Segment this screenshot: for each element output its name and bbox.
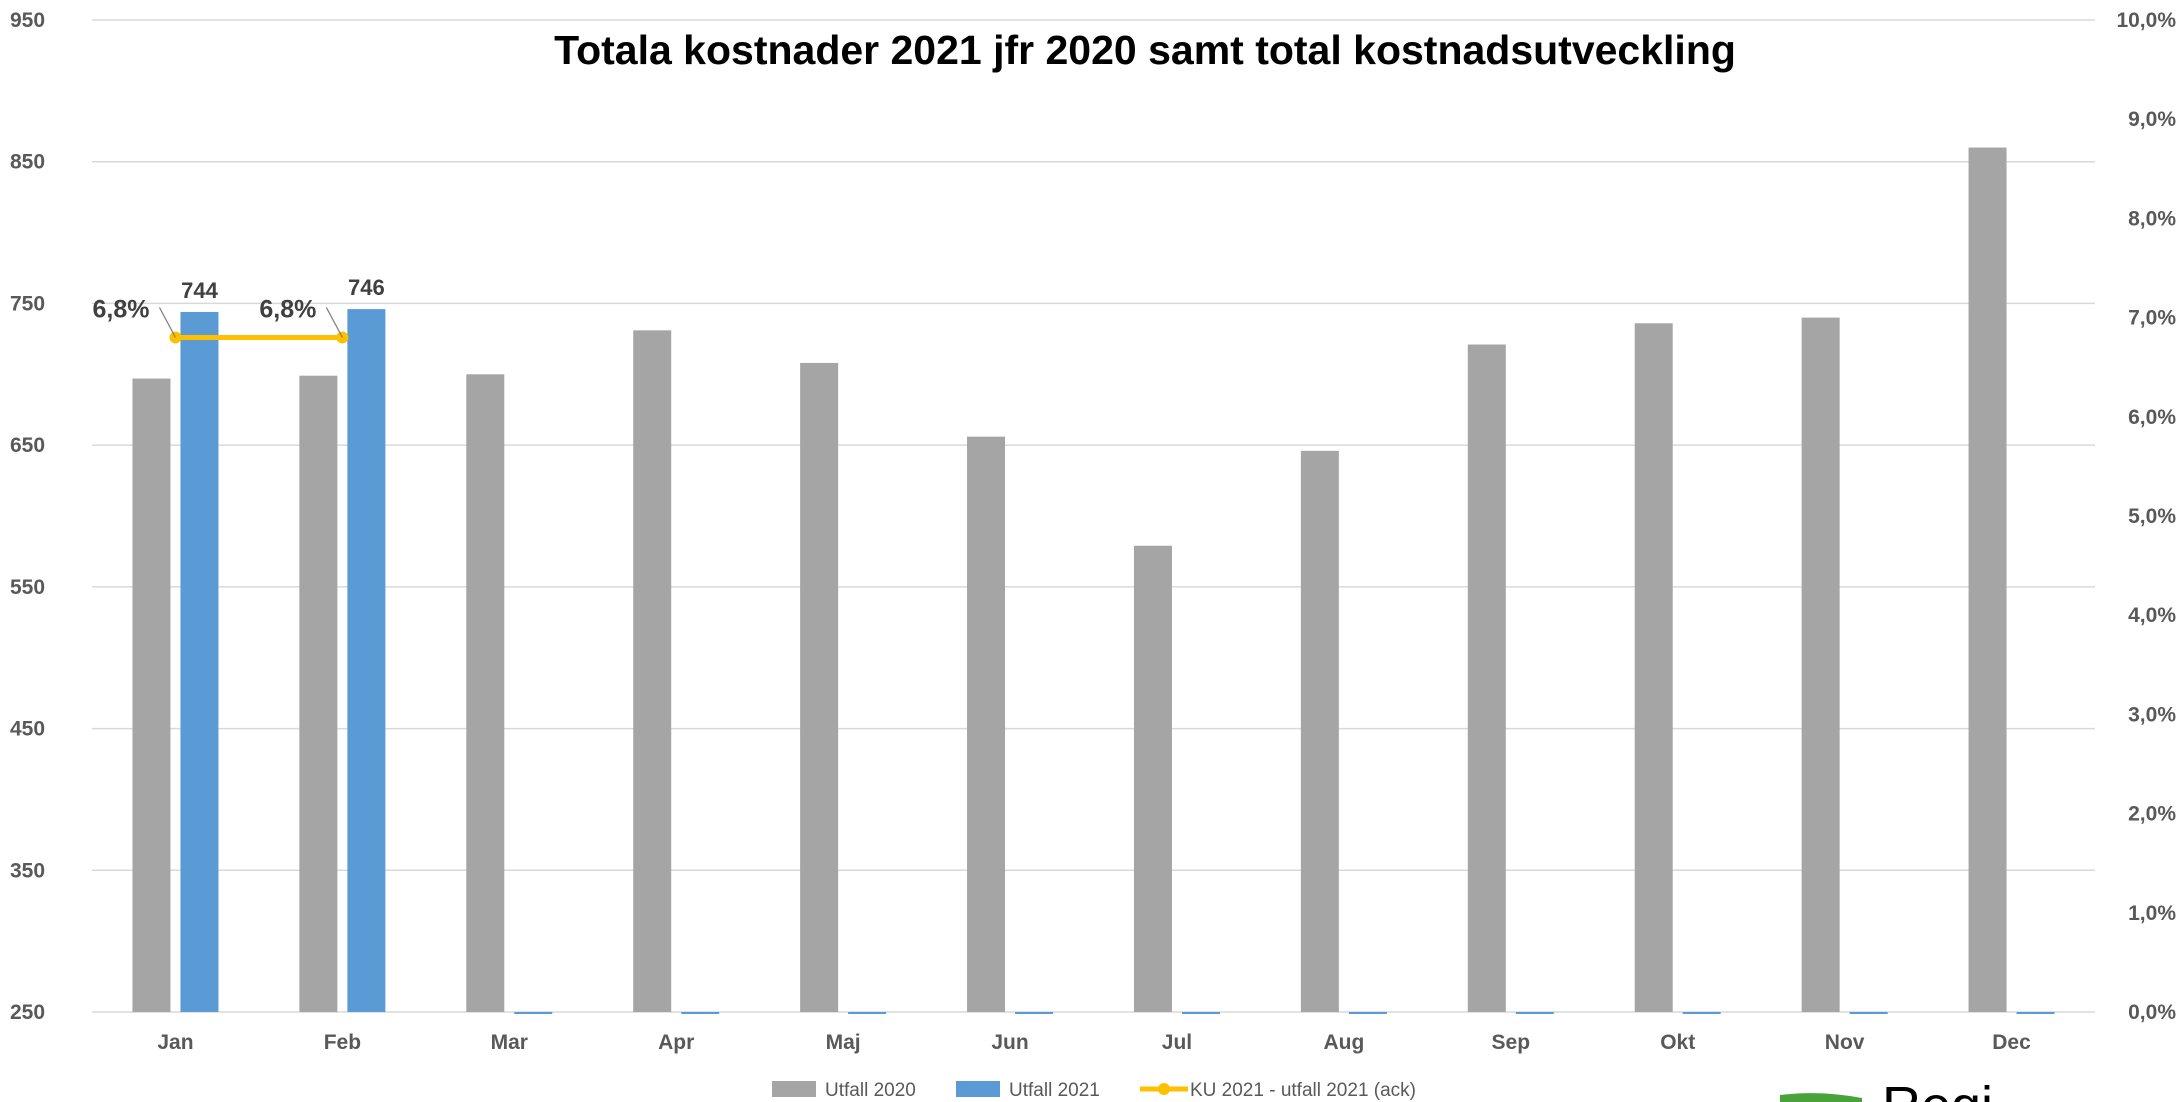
bar-utfall-2020 xyxy=(1968,147,2007,1013)
leader-line xyxy=(325,307,343,338)
right-tick-label: 6,0% xyxy=(2128,406,2176,429)
bar-utfall-2021 xyxy=(347,309,386,1012)
category-label: Apr xyxy=(658,1031,694,1054)
bar-utfall-2021 xyxy=(1849,1012,1888,1014)
bar-utfall-2021 xyxy=(1515,1012,1554,1014)
line-data-label: 6,8% xyxy=(92,295,149,323)
left-tick-label: 650 xyxy=(10,434,45,457)
right-tick-label: 8,0% xyxy=(2128,207,2176,230)
left-tick-label: 850 xyxy=(10,151,45,174)
bar-utfall-2020 xyxy=(466,374,505,1012)
category-label: Mar xyxy=(491,1031,528,1054)
right-tick-label: 9,0% xyxy=(2128,108,2176,131)
category-labels: Jan Feb Mar Apr Maj Jun Jul Aug Sep Okt Nov Dec xyxy=(157,1031,2031,1054)
bar-utfall-2021 xyxy=(180,311,219,1013)
category-label: Feb xyxy=(324,1031,361,1054)
right-tick-label: 2,0% xyxy=(2128,803,2176,826)
logo-mark-icon xyxy=(1780,1093,1862,1102)
legend-swatch xyxy=(772,1081,816,1097)
bar-utfall-2021 xyxy=(681,1012,720,1014)
bar-utfall-2021 xyxy=(848,1012,887,1014)
bar-utfall-2020 xyxy=(633,330,672,1013)
left-axis-tick-labels: 250 350 450 550 650 750 850 950 xyxy=(10,9,45,1024)
right-tick-label: 1,0% xyxy=(2128,902,2176,925)
left-tick-label: 750 xyxy=(10,292,45,315)
category-label: Dec xyxy=(1992,1031,2031,1054)
bar-utfall-2021 xyxy=(2016,1012,2055,1014)
gridlines xyxy=(92,19,2095,1013)
bar-utfall-2020 xyxy=(132,378,171,1013)
bar-utfall-2020 xyxy=(1300,450,1339,1013)
category-label: Nov xyxy=(1825,1031,1865,1054)
legend-swatch xyxy=(956,1081,1000,1097)
legend-marker xyxy=(1158,1083,1170,1095)
category-label: Okt xyxy=(1660,1031,1695,1054)
legend-label: Utfall 2020 xyxy=(825,1080,916,1101)
legend-label: KU 2021 - utfall 2021 (ack) xyxy=(1190,1080,1416,1101)
legend-label: Utfall 2021 xyxy=(1009,1080,1100,1101)
bar-utfall-2020 xyxy=(1133,545,1172,1012)
left-tick-label: 950 xyxy=(10,9,45,32)
right-tick-label: 10,0% xyxy=(2116,9,2176,32)
legend: Utfall 2020 Utfall 2021 KU 2021 - utfall 2… xyxy=(772,1080,1416,1101)
bar-utfall-2021 xyxy=(1015,1012,1054,1014)
right-tick-label: 0,0% xyxy=(2128,1001,2176,1024)
logo-text: Regi xyxy=(1882,1076,1993,1102)
data-labels: 744 746 6,8% 6,8% xyxy=(92,275,385,338)
category-label: Jan xyxy=(157,1031,193,1054)
left-tick-label: 350 xyxy=(10,859,45,882)
chart-title: Totala kostnader 2021 jfr 2020 samt tota… xyxy=(554,27,1736,73)
line-data-label: 6,8% xyxy=(259,295,316,323)
right-tick-label: 5,0% xyxy=(2128,505,2176,528)
leader-line xyxy=(158,307,176,338)
company-logo: Regi xyxy=(1780,1076,1993,1102)
right-tick-label: 7,0% xyxy=(2128,307,2176,330)
bar-utfall-2021 xyxy=(1181,1012,1220,1014)
bar-utfall-2020 xyxy=(967,436,1006,1012)
bar-utfall-2020 xyxy=(1801,317,1840,1013)
bar-utfall-2021 xyxy=(1682,1012,1721,1014)
bar-utfall-2020 xyxy=(800,362,839,1012)
bar-utfall-2020 xyxy=(1467,344,1506,1012)
category-label: Jul xyxy=(1162,1031,1192,1054)
left-tick-label: 550 xyxy=(10,576,45,599)
left-tick-label: 450 xyxy=(10,718,45,741)
left-tick-label: 250 xyxy=(10,1001,45,1024)
bar-data-label: 746 xyxy=(348,275,385,300)
bar-utfall-2021 xyxy=(514,1012,553,1014)
category-label: Sep xyxy=(1492,1031,1531,1054)
category-label: Jun xyxy=(991,1031,1028,1054)
category-label: Aug xyxy=(1323,1031,1364,1054)
line-series xyxy=(169,331,349,344)
category-label: Maj xyxy=(826,1031,861,1054)
bar-utfall-2020 xyxy=(299,375,338,1012)
bar-utfall-2020 xyxy=(1634,323,1673,1013)
right-tick-label: 4,0% xyxy=(2128,604,2176,627)
bar-utfall-2021 xyxy=(1348,1012,1387,1014)
bar-data-label: 744 xyxy=(181,278,218,303)
right-axis-tick-labels: 0,0% 1,0% 2,0% 3,0% 4,0% 5,0% 6,0% 7,0% 8,0% 9,0%… xyxy=(2116,9,2176,1024)
bars xyxy=(132,147,2055,1014)
right-tick-label: 3,0% xyxy=(2128,703,2176,726)
